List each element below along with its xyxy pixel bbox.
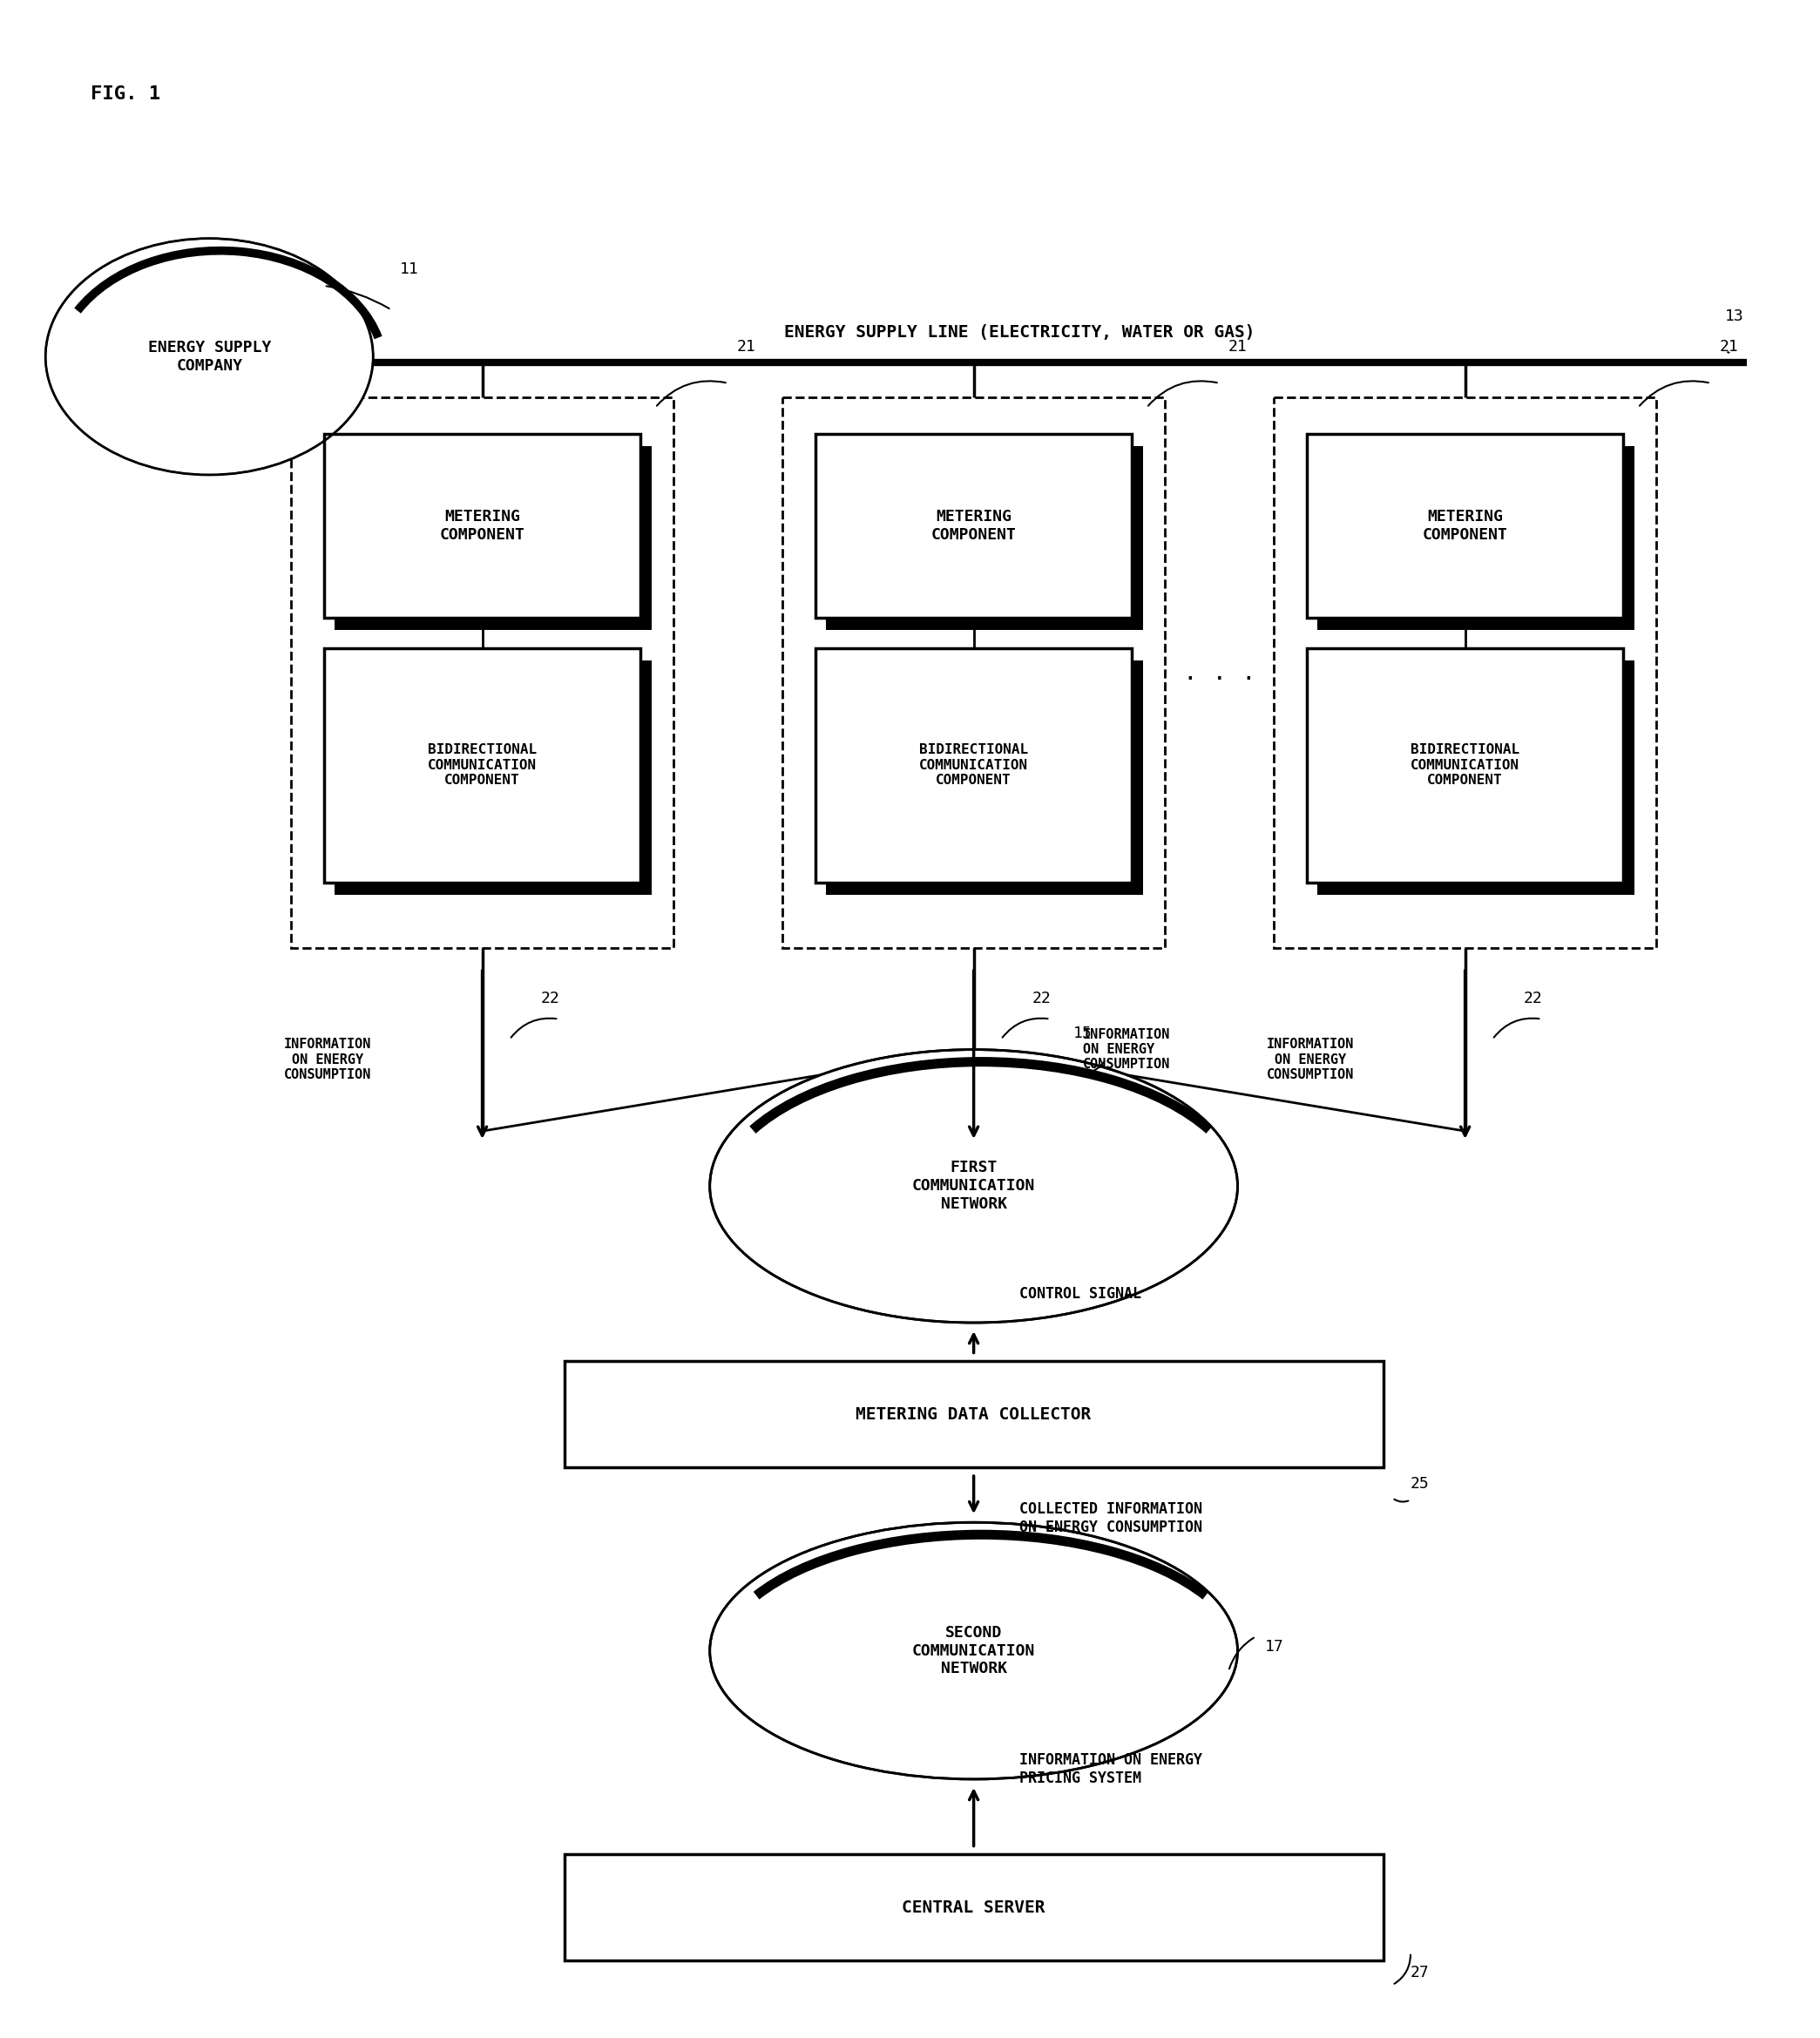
- Text: FIG. 1: FIG. 1: [91, 86, 160, 104]
- Bar: [826, 446, 1143, 630]
- Text: . . .: . . .: [1183, 660, 1256, 685]
- Bar: [324, 434, 641, 618]
- Text: METERING
COMPONENT: METERING COMPONENT: [932, 510, 1016, 542]
- Bar: [324, 648, 641, 882]
- Bar: [1307, 648, 1623, 882]
- Bar: [815, 434, 1132, 618]
- Text: BIDIRECTIONAL
COMMUNICATION
COMPONENT: BIDIRECTIONAL COMMUNICATION COMPONENT: [919, 744, 1028, 787]
- Text: 11: 11: [400, 261, 419, 277]
- Text: FIRST
COMMUNICATION
NETWORK: FIRST COMMUNICATION NETWORK: [912, 1160, 1036, 1213]
- Bar: [564, 1361, 1383, 1467]
- Bar: [1318, 660, 1634, 895]
- Text: 22: 22: [1523, 990, 1542, 1007]
- Text: INFORMATION
ON ENERGY
CONSUMPTION: INFORMATION ON ENERGY CONSUMPTION: [1267, 1037, 1354, 1082]
- Text: 27: 27: [1410, 1965, 1429, 1981]
- Text: 17: 17: [1265, 1639, 1283, 1655]
- Ellipse shape: [710, 1050, 1238, 1323]
- Text: SECOND
COMMUNICATION
NETWORK: SECOND COMMUNICATION NETWORK: [912, 1624, 1036, 1677]
- Text: 25: 25: [1410, 1476, 1429, 1492]
- Text: INFORMATION
ON ENERGY
CONSUMPTION: INFORMATION ON ENERGY CONSUMPTION: [1083, 1027, 1170, 1072]
- Text: ENERGY SUPPLY LINE (ELECTRICITY, WATER OR GAS): ENERGY SUPPLY LINE (ELECTRICITY, WATER O…: [784, 324, 1254, 340]
- Text: METERING
COMPONENT: METERING COMPONENT: [1423, 510, 1507, 542]
- Bar: [291, 397, 673, 948]
- Text: ENERGY SUPPLY
COMPANY: ENERGY SUPPLY COMPANY: [147, 340, 271, 373]
- Bar: [1307, 434, 1623, 618]
- Text: 15: 15: [1074, 1025, 1092, 1041]
- Text: CONTROL SIGNAL: CONTROL SIGNAL: [1019, 1286, 1141, 1302]
- Ellipse shape: [46, 238, 373, 475]
- Bar: [335, 446, 652, 630]
- Bar: [335, 660, 652, 895]
- Text: INFORMATION
ON ENERGY
CONSUMPTION: INFORMATION ON ENERGY CONSUMPTION: [284, 1037, 371, 1082]
- Bar: [1274, 397, 1656, 948]
- Text: COLLECTED INFORMATION
ON ENERGY CONSUMPTION: COLLECTED INFORMATION ON ENERGY CONSUMPT…: [1019, 1502, 1203, 1535]
- Text: CENTRAL SERVER: CENTRAL SERVER: [903, 1899, 1045, 1916]
- Text: 21: 21: [1228, 338, 1247, 355]
- Text: 22: 22: [1032, 990, 1050, 1007]
- Text: METERING
COMPONENT: METERING COMPONENT: [440, 510, 524, 542]
- Bar: [815, 648, 1132, 882]
- Text: 22: 22: [541, 990, 559, 1007]
- Text: METERING DATA COLLECTOR: METERING DATA COLLECTOR: [855, 1406, 1092, 1423]
- Bar: [783, 397, 1165, 948]
- Text: 21: 21: [1720, 338, 1738, 355]
- Text: INFORMATION ON ENERGY
PRICING SYSTEM: INFORMATION ON ENERGY PRICING SYSTEM: [1019, 1753, 1203, 1785]
- Bar: [826, 660, 1143, 895]
- Text: 21: 21: [737, 338, 755, 355]
- Text: BIDIRECTIONAL
COMMUNICATION
COMPONENT: BIDIRECTIONAL COMMUNICATION COMPONENT: [1410, 744, 1520, 787]
- Ellipse shape: [710, 1522, 1238, 1779]
- Text: BIDIRECTIONAL
COMMUNICATION
COMPONENT: BIDIRECTIONAL COMMUNICATION COMPONENT: [428, 744, 537, 787]
- Bar: [564, 1855, 1383, 1961]
- Text: 13: 13: [1725, 308, 1744, 324]
- Bar: [1318, 446, 1634, 630]
